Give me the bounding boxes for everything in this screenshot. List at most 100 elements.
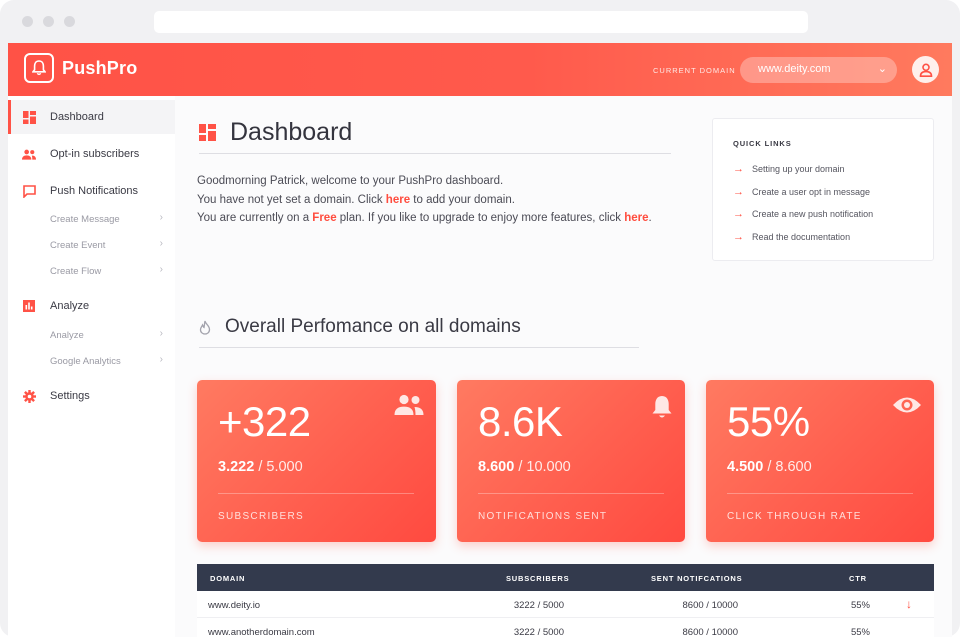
stat-caption: CLICK THROUGH RATE bbox=[727, 511, 862, 522]
bell-icon bbox=[651, 394, 673, 425]
quick-link[interactable]: → Create a new push notification bbox=[733, 203, 933, 226]
dashboard-icon bbox=[22, 110, 36, 124]
window-dot[interactable] bbox=[64, 16, 75, 27]
divider bbox=[199, 153, 671, 154]
stat-ratio-current: 8.600 bbox=[478, 459, 515, 475]
logo[interactable]: PushPro bbox=[24, 53, 137, 83]
plan-notice-text: You are currently on a bbox=[197, 212, 313, 224]
sidebar-item-opt-in-subscribers[interactable]: Opt-in subscribers bbox=[8, 137, 175, 171]
stat-ratio: 8.600 / 10.000 bbox=[478, 459, 571, 475]
gear-icon bbox=[22, 389, 36, 403]
sidebar-subitem-create-message[interactable]: Create Message › bbox=[8, 207, 175, 231]
message-icon bbox=[22, 184, 36, 198]
main-content: Dashboard Goodmorning Patrick, welcome t… bbox=[175, 96, 952, 637]
cell-sent: 8600 / 10000 bbox=[682, 627, 738, 637]
quick-link[interactable]: → Setting up your domain bbox=[733, 158, 933, 181]
stat-card-notifications[interactable]: 8.6K 8.600 / 10.000 NOTIFICATIONS SENT bbox=[457, 380, 685, 542]
sidebar-item-label: Dashboard bbox=[50, 111, 104, 123]
sidebar-item-label: Opt-in subscribers bbox=[50, 148, 140, 160]
sidebar-subitem-google-analytics[interactable]: Google Analytics › bbox=[8, 349, 175, 373]
current-domain-label: CURRENT DOMAIN bbox=[653, 66, 736, 75]
stat-ratio-total: / 10.000 bbox=[514, 459, 571, 475]
plan-name-link[interactable]: Free bbox=[312, 212, 337, 224]
chevron-right-icon: › bbox=[159, 354, 163, 365]
stat-card-ctr[interactable]: 55% 4.500 / 8.600 CLICK THROUGH RATE bbox=[706, 380, 934, 542]
dashboard-icon bbox=[199, 124, 216, 141]
quick-link-label: Create a new push notification bbox=[752, 209, 874, 220]
plan-notice: You are currently on a Free plan. If you… bbox=[197, 209, 677, 228]
stat-value: 8.6K bbox=[478, 398, 563, 445]
quick-link[interactable]: → Read the documentation bbox=[733, 226, 933, 249]
sidebar-item-settings[interactable]: Settings bbox=[8, 379, 175, 413]
quick-link-label: Read the documentation bbox=[752, 231, 851, 242]
stat-ratio-total: / 8.600 bbox=[763, 459, 812, 475]
sidebar-subitem-label: Create Message bbox=[50, 213, 120, 225]
page-title-text: Dashboard bbox=[230, 118, 353, 146]
performance-title: Overall Perfomance on all domains bbox=[199, 316, 521, 338]
plan-notice-text: plan. If you like to upgrade to enjoy mo… bbox=[336, 212, 625, 224]
quick-link[interactable]: → Create a user opt in message bbox=[733, 181, 933, 204]
stat-caption: SUBSCRIBERS bbox=[218, 511, 304, 522]
table-row[interactable]: www.anotherdomain.com 3222 / 5000 8600 /… bbox=[197, 618, 934, 637]
column-header-domain[interactable]: DOMAIN bbox=[210, 574, 246, 583]
stat-card-subscribers[interactable]: +322 3.222 / 5.000 SUBSCRIBERS bbox=[197, 380, 436, 542]
sidebar-item-label: Push Notifications bbox=[50, 185, 139, 197]
upgrade-link[interactable]: here bbox=[624, 212, 649, 224]
sidebar-subitem-label: Google Analytics bbox=[50, 355, 121, 367]
top-bar: PushPro CURRENT DOMAIN www.deity.com ⌄ bbox=[8, 43, 952, 96]
stat-ratio-current: 4.500 bbox=[727, 459, 764, 475]
sidebar-subitem-create-flow[interactable]: Create Flow › bbox=[8, 259, 175, 283]
domain-notice-text: to add your domain. bbox=[410, 193, 515, 206]
column-header-subscribers[interactable]: SUBSCRIBERS bbox=[506, 574, 570, 583]
arrow-down-icon[interactable]: ↓ bbox=[906, 597, 912, 611]
user-menu-button[interactable] bbox=[912, 56, 939, 83]
arrow-right-icon: → bbox=[733, 230, 744, 243]
performance-title-text: Overall Perfomance on all domains bbox=[225, 316, 521, 337]
sidebar-item-dashboard[interactable]: Dashboard bbox=[8, 100, 175, 134]
quick-link-label: Setting up your domain bbox=[752, 164, 845, 175]
arrow-right-icon: → bbox=[733, 163, 744, 176]
eye-icon bbox=[892, 394, 922, 421]
stat-ratio-total: / 5.000 bbox=[254, 459, 303, 475]
add-domain-link[interactable]: here bbox=[385, 193, 411, 206]
cell-domain: www.anotherdomain.com bbox=[208, 627, 315, 637]
page-title: Dashboard bbox=[199, 118, 352, 147]
cell-ctr: 55% bbox=[850, 627, 870, 637]
quick-links-panel: QUICK LINKS → Setting up your domain → Cre… bbox=[712, 118, 934, 261]
people-icon bbox=[22, 147, 36, 161]
welcome-line: Goodmorning Patrick, welcome to your Pus… bbox=[197, 175, 504, 187]
stat-value: 55% bbox=[727, 398, 810, 445]
chevron-right-icon: › bbox=[159, 212, 163, 223]
cell-sent: 8600 / 10000 bbox=[682, 600, 738, 611]
quick-link-label: Create a user opt in message bbox=[752, 186, 871, 197]
column-header-ctr[interactable]: CTR bbox=[849, 574, 867, 583]
sidebar-item-label: Settings bbox=[50, 390, 90, 402]
table-row[interactable]: www.deity.io 3222 / 5000 8600 / 10000 55… bbox=[197, 591, 934, 618]
sidebar-item-push-notifications[interactable]: Push Notifications bbox=[8, 174, 175, 208]
sidebar-subitem-create-event[interactable]: Create Event › bbox=[8, 233, 175, 257]
stat-ratio: 4.500 / 8.600 bbox=[727, 459, 812, 475]
stat-value: +322 bbox=[218, 398, 311, 445]
table-header: DOMAIN SUBSCRIBERS SENT NOTIFCATIONS CTR bbox=[197, 564, 934, 591]
domain-select[interactable]: www.deity.com ⌄ bbox=[740, 57, 897, 83]
logo-text: PushPro bbox=[62, 57, 138, 78]
address-bar[interactable] bbox=[154, 11, 808, 33]
sidebar-subitem-analyze[interactable]: Analyze › bbox=[8, 323, 175, 347]
chart-icon bbox=[22, 299, 36, 313]
stat-caption: NOTIFICATIONS SENT bbox=[478, 511, 608, 522]
cell-domain: www.deity.io bbox=[208, 600, 261, 611]
domain-notice: You have not yet set a domain. Click her… bbox=[197, 191, 677, 210]
sidebar-item-label: Analyze bbox=[50, 300, 90, 312]
people-icon bbox=[394, 394, 424, 421]
flame-icon bbox=[199, 320, 211, 335]
divider bbox=[199, 347, 639, 348]
welcome-message: Goodmorning Patrick, welcome to your Pus… bbox=[197, 172, 677, 228]
chevron-right-icon: › bbox=[159, 238, 163, 249]
window-dot[interactable] bbox=[43, 16, 54, 27]
window-dot[interactable] bbox=[22, 16, 33, 27]
plan-notice-text: . bbox=[648, 212, 652, 224]
sidebar-item-analyze[interactable]: Analyze bbox=[8, 289, 175, 323]
sidebar: Dashboard Opt-in subscribers Push Notifi… bbox=[8, 96, 175, 637]
card-divider bbox=[218, 493, 414, 494]
column-header-sent[interactable]: SENT NOTIFCATIONS bbox=[651, 574, 743, 583]
